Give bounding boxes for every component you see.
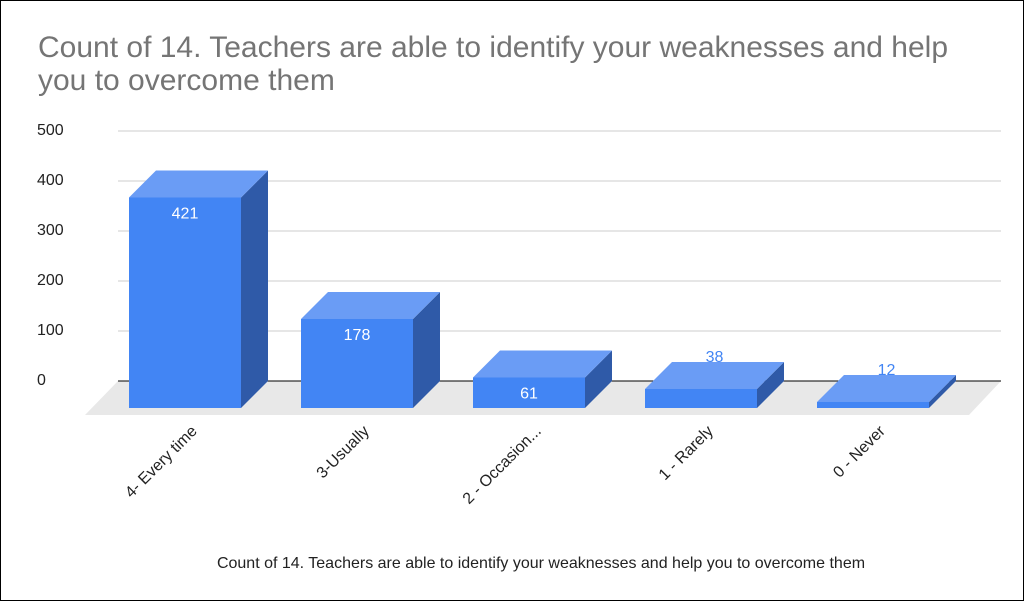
bar-side (757, 362, 784, 408)
bar (645, 389, 757, 408)
bar (817, 402, 929, 408)
x-tick-label: 3-Usually (314, 423, 373, 482)
x-tick-label: 0 - Never (830, 422, 889, 481)
x-tick-label: 4- Every time (122, 423, 201, 502)
x-tick-label: 2 - Occasion... (460, 423, 545, 508)
y-tick-label: 400 (37, 172, 64, 189)
bar-top (129, 170, 268, 198)
bar-top (473, 350, 612, 378)
bar (301, 319, 413, 408)
x-axis-title: Count of 14. Teachers are able to identi… (217, 555, 865, 572)
bar-top (301, 292, 440, 319)
chart-title: Count of 14. Teachers are able to identi… (38, 31, 949, 97)
x-tick-label: 1 - Rarely (656, 423, 717, 484)
bar (129, 197, 241, 408)
value-label: 61 (520, 386, 538, 403)
bar-side (585, 350, 612, 408)
value-label: 421 (172, 206, 199, 223)
y-tick-label: 200 (37, 272, 64, 289)
bar-side (413, 292, 440, 408)
y-tick-label: 500 (37, 122, 64, 139)
bar-top (645, 362, 784, 389)
bar-side (929, 375, 956, 408)
y-tick-label: 300 (37, 222, 64, 239)
value-label: 178 (344, 327, 371, 344)
bar-top (817, 375, 956, 402)
value-label: 38 (706, 349, 724, 366)
value-label: 12 (878, 362, 896, 379)
bar (473, 377, 585, 408)
bar-side (241, 170, 268, 408)
y-tick-label: 100 (37, 322, 64, 339)
y-tick-label: 0 (37, 372, 46, 389)
